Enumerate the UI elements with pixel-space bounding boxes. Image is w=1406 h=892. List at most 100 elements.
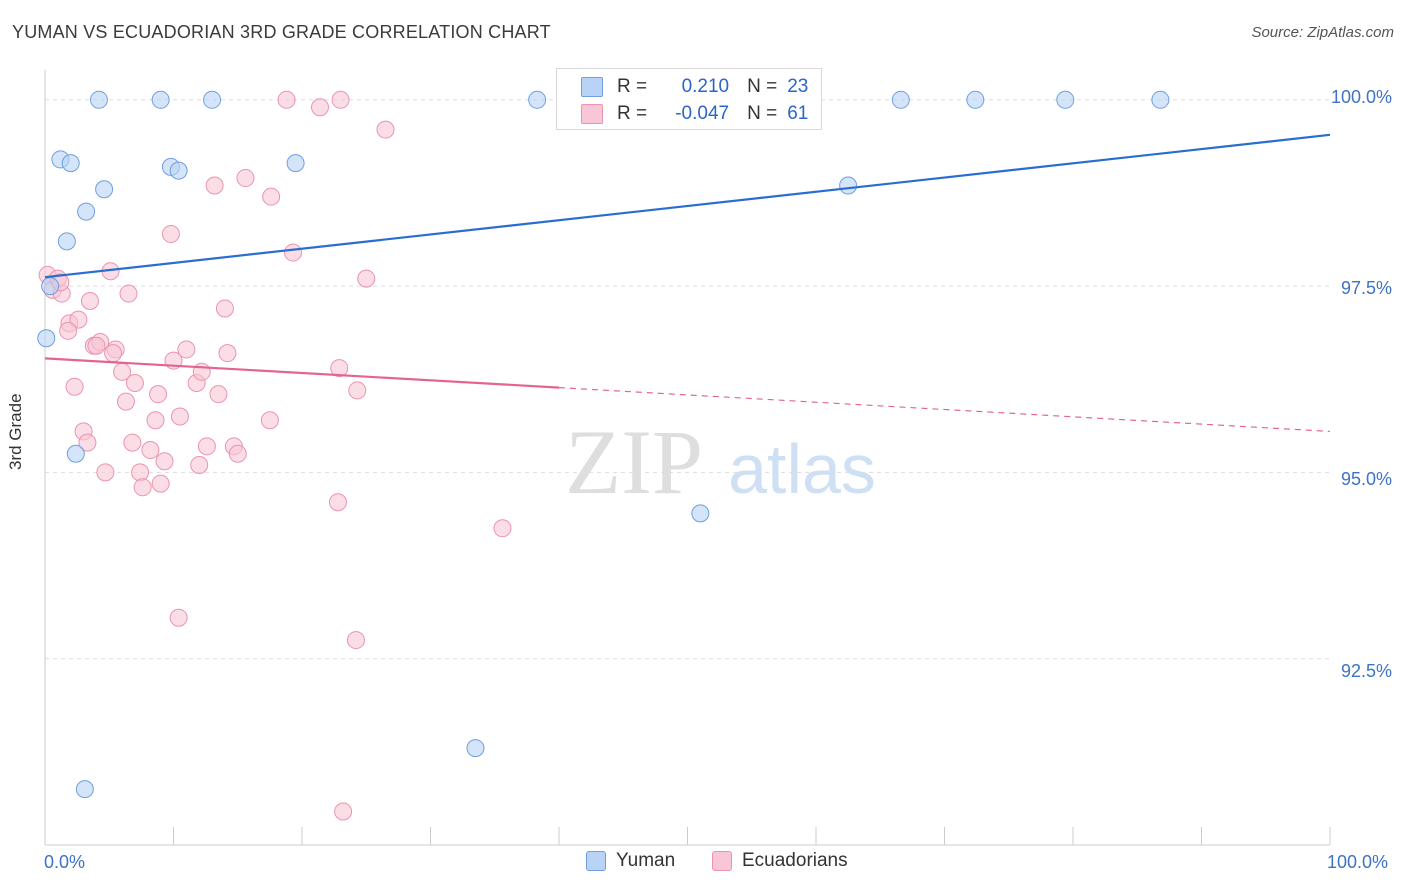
yuman-n-value: 23	[787, 76, 809, 97]
ecuadorian-point	[155, 452, 174, 471]
watermark-zip: ZIP	[565, 411, 703, 513]
ecuadorian-point	[215, 299, 234, 318]
ecuadorian-point	[493, 519, 512, 538]
grid-lines	[45, 99, 1330, 660]
ecuadorian-point	[357, 269, 376, 288]
ecuadorian-point	[104, 344, 123, 363]
n-label: N =	[747, 103, 778, 124]
ecuadorian-point	[260, 411, 279, 430]
axes	[44, 70, 1331, 846]
ecuadorian-point	[192, 362, 211, 381]
yuman-point	[839, 176, 858, 195]
ecuadorian-point	[96, 463, 115, 482]
chart-title: YUMAN VS ECUADORIAN 3RD GRADE CORRELATIO…	[12, 22, 551, 42]
ecuadorian-point	[69, 310, 88, 329]
ecuadorian-point	[236, 169, 255, 188]
ecuadorian-point	[218, 344, 237, 363]
yuman-point	[286, 154, 305, 173]
yuman-point	[57, 232, 76, 251]
yuman-point	[41, 277, 60, 296]
stats-legend: R = 0.210 N = 23 R = -0.047 N = 61	[556, 68, 822, 130]
legend-label-ecuadorians: Ecuadorians	[742, 850, 848, 871]
yuman-point	[75, 780, 94, 799]
ecuadorian-point	[170, 407, 189, 426]
yuman-point	[169, 161, 188, 180]
x-tick-max: 100.0%	[1327, 852, 1389, 872]
yuman-point	[966, 90, 985, 109]
ecuadorian-point	[151, 474, 170, 493]
legend-item-ecuadorians[interactable]: Ecuadorians	[712, 850, 848, 872]
stats-row-yuman: R = 0.210 N = 23	[581, 74, 808, 100]
yuman-point	[66, 444, 85, 463]
ecuadorian-point	[125, 373, 144, 392]
y-tick-97-5: 97.5%	[1340, 278, 1392, 298]
ecuadorian-point	[149, 385, 168, 404]
ecuadorian-point	[80, 292, 99, 311]
ecuadorian-point	[328, 493, 347, 512]
yuman-trend-line	[44, 133, 1331, 279]
legend-label-yuman: Yuman	[616, 850, 676, 871]
yuman-point	[1056, 90, 1075, 109]
yuman-swatch	[581, 77, 603, 97]
y-axis-label: 3rd Grade	[6, 393, 25, 470]
ecuadorian-point	[190, 455, 209, 474]
yuman-point	[37, 329, 56, 348]
yuman-point	[203, 90, 222, 109]
n-label: N =	[747, 76, 778, 97]
y-tick-92-5: 92.5%	[1340, 661, 1392, 681]
yuman-point	[77, 202, 96, 221]
ecuadorian-point	[123, 433, 142, 452]
yuman-point	[151, 90, 170, 109]
ecuadorian-point	[131, 463, 150, 482]
yuman-point	[95, 180, 114, 199]
yuman-r-value: 0.210	[681, 76, 730, 97]
watermark: ZIP atlas	[565, 411, 876, 513]
legend-swatch-ecuadorians	[712, 851, 732, 871]
stats-row-ecuadorian: R = -0.047 N = 61	[581, 101, 808, 127]
ecuadorian-point	[331, 90, 350, 109]
source-credit: Source: ZipAtlas.com	[1251, 24, 1394, 41]
ecuadorian-point	[277, 90, 296, 109]
yuman-point	[528, 90, 547, 109]
ecuadorian-point	[78, 433, 97, 452]
r-label: R =	[617, 103, 648, 124]
y-tick-100: 100.0%	[1330, 87, 1392, 107]
r-label: R =	[617, 76, 648, 97]
x-tick-min: 0.0%	[44, 852, 86, 872]
trend-lines	[44, 133, 1331, 433]
ecuadorian-point	[205, 176, 224, 195]
ecuadorian-n-value: 61	[787, 103, 809, 124]
ecuadorian-point	[284, 243, 303, 262]
ecuadorian-point	[262, 187, 281, 206]
yuman-point	[891, 90, 910, 109]
ecuadorian-point	[146, 411, 165, 430]
ecuadorian-trend-extension	[558, 387, 1331, 433]
yuman-point	[466, 739, 485, 758]
ecuadorian-point	[376, 120, 395, 139]
yuman-point	[691, 504, 710, 523]
ecuadorian-points	[38, 90, 512, 821]
ecuadorian-point	[133, 478, 152, 497]
ecuadorian-point	[330, 359, 349, 378]
ecuadorian-point	[116, 392, 135, 411]
ecuadorian-point	[209, 385, 228, 404]
legend-item-yuman[interactable]: Yuman	[586, 850, 675, 872]
yuman-point	[89, 90, 108, 109]
legend-swatch-yuman	[586, 851, 606, 871]
ecuadorian-point	[346, 631, 365, 650]
ecuadorian-point	[169, 608, 188, 627]
ecuadorian-trend-line	[44, 357, 560, 389]
yuman-point	[1151, 90, 1170, 109]
ecuadorian-swatch	[581, 104, 603, 124]
ecuadorian-point	[348, 381, 367, 400]
ecuadorian-point	[161, 224, 180, 243]
ecuadorian-point	[59, 321, 78, 340]
bottom-legend: Yuman Ecuadorians	[0, 850, 1406, 878]
ecuadorian-point	[65, 377, 84, 396]
ecuadorian-point	[197, 437, 216, 456]
ecuadorian-point	[141, 441, 160, 460]
ecuadorian-point	[177, 340, 196, 359]
ecuadorian-point	[87, 336, 106, 355]
y-tick-95: 95.0%	[1340, 469, 1392, 489]
ecuadorian-point	[119, 284, 138, 303]
